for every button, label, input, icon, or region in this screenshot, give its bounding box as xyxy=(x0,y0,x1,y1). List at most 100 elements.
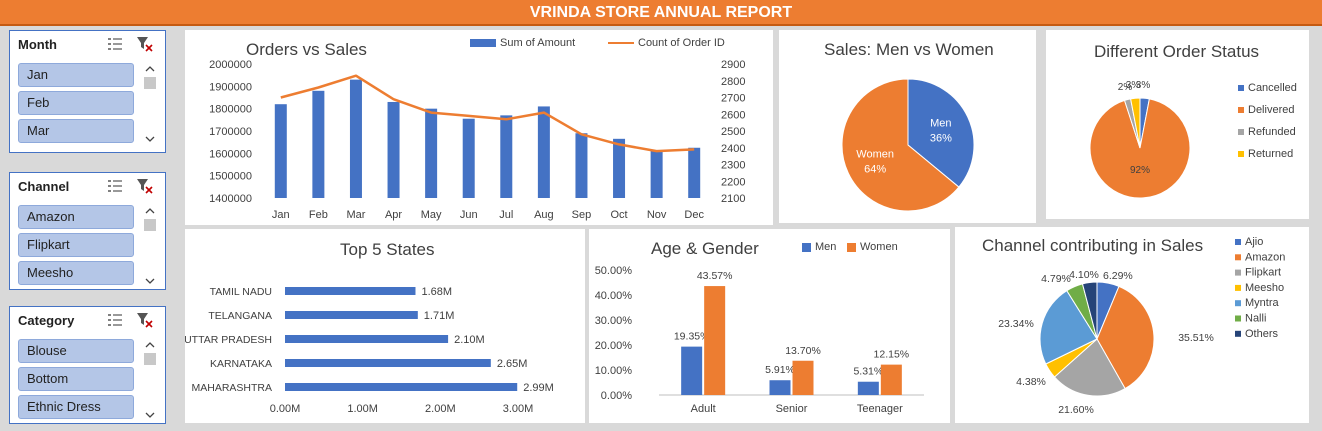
y-right-tick-label: 2200 xyxy=(721,176,745,188)
slicer-title: Month xyxy=(18,37,57,52)
x-tick-label: Jul xyxy=(499,209,513,221)
legend-label: Count of Order ID xyxy=(638,37,725,49)
bar-men xyxy=(681,346,703,395)
bar-state xyxy=(285,359,491,367)
category-slicer[interactable]: Category Blouse Bottom Ethnic Dress xyxy=(9,306,166,424)
legend-swatch xyxy=(1235,254,1241,261)
bar-amount xyxy=(387,101,400,198)
bar-data-label: 19.35% xyxy=(674,331,710,343)
legend-item-women: Women xyxy=(847,241,898,253)
legend-item-orders: Count of Order ID xyxy=(608,37,725,49)
y-right-tick-label: 2300 xyxy=(721,160,745,172)
x-tick-label: Jan xyxy=(272,209,290,221)
bar-amount xyxy=(274,104,287,198)
multi-select-icon[interactable] xyxy=(106,177,124,195)
multi-select-icon[interactable] xyxy=(106,311,124,329)
bar-data-label: 2.99M xyxy=(523,382,554,394)
legend-swatch xyxy=(1235,300,1241,307)
multi-select-icon[interactable] xyxy=(106,35,124,53)
legend-swatch xyxy=(1238,107,1244,113)
bar-data-label: 1.71M xyxy=(424,310,455,322)
slice-data-label: 4.79% xyxy=(1041,273,1071,285)
y-left-tick-label: 1500000 xyxy=(209,171,252,183)
x-tick-label: Nov xyxy=(647,209,667,221)
bar-amount xyxy=(500,115,513,198)
chart-title: Age & Gender xyxy=(651,239,759,258)
men-vs-women-panel: Sales: Men vs Women Men 36% Women 64% xyxy=(779,30,1036,223)
slicer-item[interactable]: Ethnic Dress xyxy=(18,395,134,419)
legend-label: Men xyxy=(815,241,837,253)
legend-label: Cancelled xyxy=(1248,82,1297,94)
chart-title: Sales: Men vs Women xyxy=(824,40,994,59)
slicer-scrollbar[interactable] xyxy=(142,205,158,289)
legend-label: Myntra xyxy=(1245,297,1280,309)
x-tick-label: Dec xyxy=(684,209,704,221)
chart-title: Top 5 States xyxy=(340,240,435,259)
x-tick-label: May xyxy=(421,209,442,221)
order-status-pie: 92% 2%3%3% Cancelled Delivered Refunded Retur… xyxy=(1089,80,1297,199)
channel-slice xyxy=(1096,285,1155,390)
bar-state xyxy=(285,335,449,343)
slicer-item[interactable]: Amazon xyxy=(18,205,134,229)
y-tick-label: TELANGANA xyxy=(208,310,272,322)
slicer-scrollbar[interactable] xyxy=(142,63,158,147)
y-left-tick-label: 2000000 xyxy=(209,59,252,71)
slicer-item[interactable]: Meesho xyxy=(18,261,134,285)
bar-data-label: 2.10M xyxy=(454,334,485,346)
legend-label: Women xyxy=(860,241,898,253)
chart-title: Different Order Status xyxy=(1094,42,1260,61)
clear-filter-icon[interactable] xyxy=(136,311,154,329)
men-vs-women-pie: Men 36% Women 64% xyxy=(841,78,975,212)
legend-swatch xyxy=(1238,129,1244,135)
bar-amount xyxy=(425,108,438,198)
y-tick-label: 30.00% xyxy=(595,315,633,327)
month-slicer[interactable]: Month Jan Feb Mar xyxy=(9,30,166,153)
legend-swatch xyxy=(1235,269,1241,276)
bar-amount xyxy=(537,106,550,198)
slicer-item[interactable]: Jan xyxy=(18,63,134,87)
y-left-tick-label: 1800000 xyxy=(209,104,252,116)
slicer-title: Channel xyxy=(18,179,70,194)
legend-label: Flipkart xyxy=(1245,267,1281,279)
slice-data-label: 2% xyxy=(1118,82,1133,93)
x-tick-label: Apr xyxy=(385,209,402,221)
bar-women xyxy=(704,286,726,395)
slicer-item[interactable]: Bottom xyxy=(18,367,134,391)
bar-data-label: 12.15% xyxy=(874,349,910,361)
y-tick-label: KARNATAKA xyxy=(210,358,272,370)
y-right-tick-label: 2800 xyxy=(721,76,745,88)
x-tick-label: 3.00M xyxy=(503,403,534,415)
x-tick-label: Senior xyxy=(776,403,808,415)
legend-label: Amazon xyxy=(1245,251,1285,263)
gender-slice xyxy=(907,78,975,188)
status-slice xyxy=(1089,98,1191,199)
x-tick-label: Jun xyxy=(460,209,478,221)
slice-data-label: 92% xyxy=(1130,165,1150,176)
legend-label: Returned xyxy=(1248,148,1293,160)
bar-data-label: 13.70% xyxy=(785,345,821,357)
bar-data-label: 5.31% xyxy=(853,366,883,378)
line-order-count xyxy=(280,74,695,153)
y-tick-label: 40.00% xyxy=(595,290,633,302)
slice-data-label: 3% xyxy=(1126,80,1141,91)
bar-women xyxy=(792,360,814,395)
slicer-item[interactable]: Flipkart xyxy=(18,233,134,257)
slice-data-label: 64% xyxy=(864,163,886,175)
legend-swatch xyxy=(1235,239,1241,245)
y-left-tick-label: 1400000 xyxy=(209,193,252,205)
clear-filter-icon[interactable] xyxy=(136,177,154,195)
slicer-item[interactable]: Feb xyxy=(18,91,134,115)
clear-filter-icon[interactable] xyxy=(136,35,154,53)
slicer-scrollbar[interactable] xyxy=(142,339,158,423)
legend-swatch xyxy=(1235,330,1241,337)
channel-slicer[interactable]: Channel Amazon Flipkart Meesho xyxy=(9,172,166,290)
slicer-item[interactable]: Blouse xyxy=(18,339,134,363)
y-left-tick-label: 1600000 xyxy=(209,148,252,160)
slice-data-label: 4.38% xyxy=(1016,376,1046,388)
bar-state xyxy=(285,311,418,319)
legend-swatch xyxy=(847,242,856,252)
y-tick-label: UTTAR PRADESH xyxy=(185,334,272,346)
slice-data-label: 21.60% xyxy=(1058,404,1094,416)
slicer-item[interactable]: Mar xyxy=(18,119,134,143)
slice-category-label: Men xyxy=(930,118,951,130)
